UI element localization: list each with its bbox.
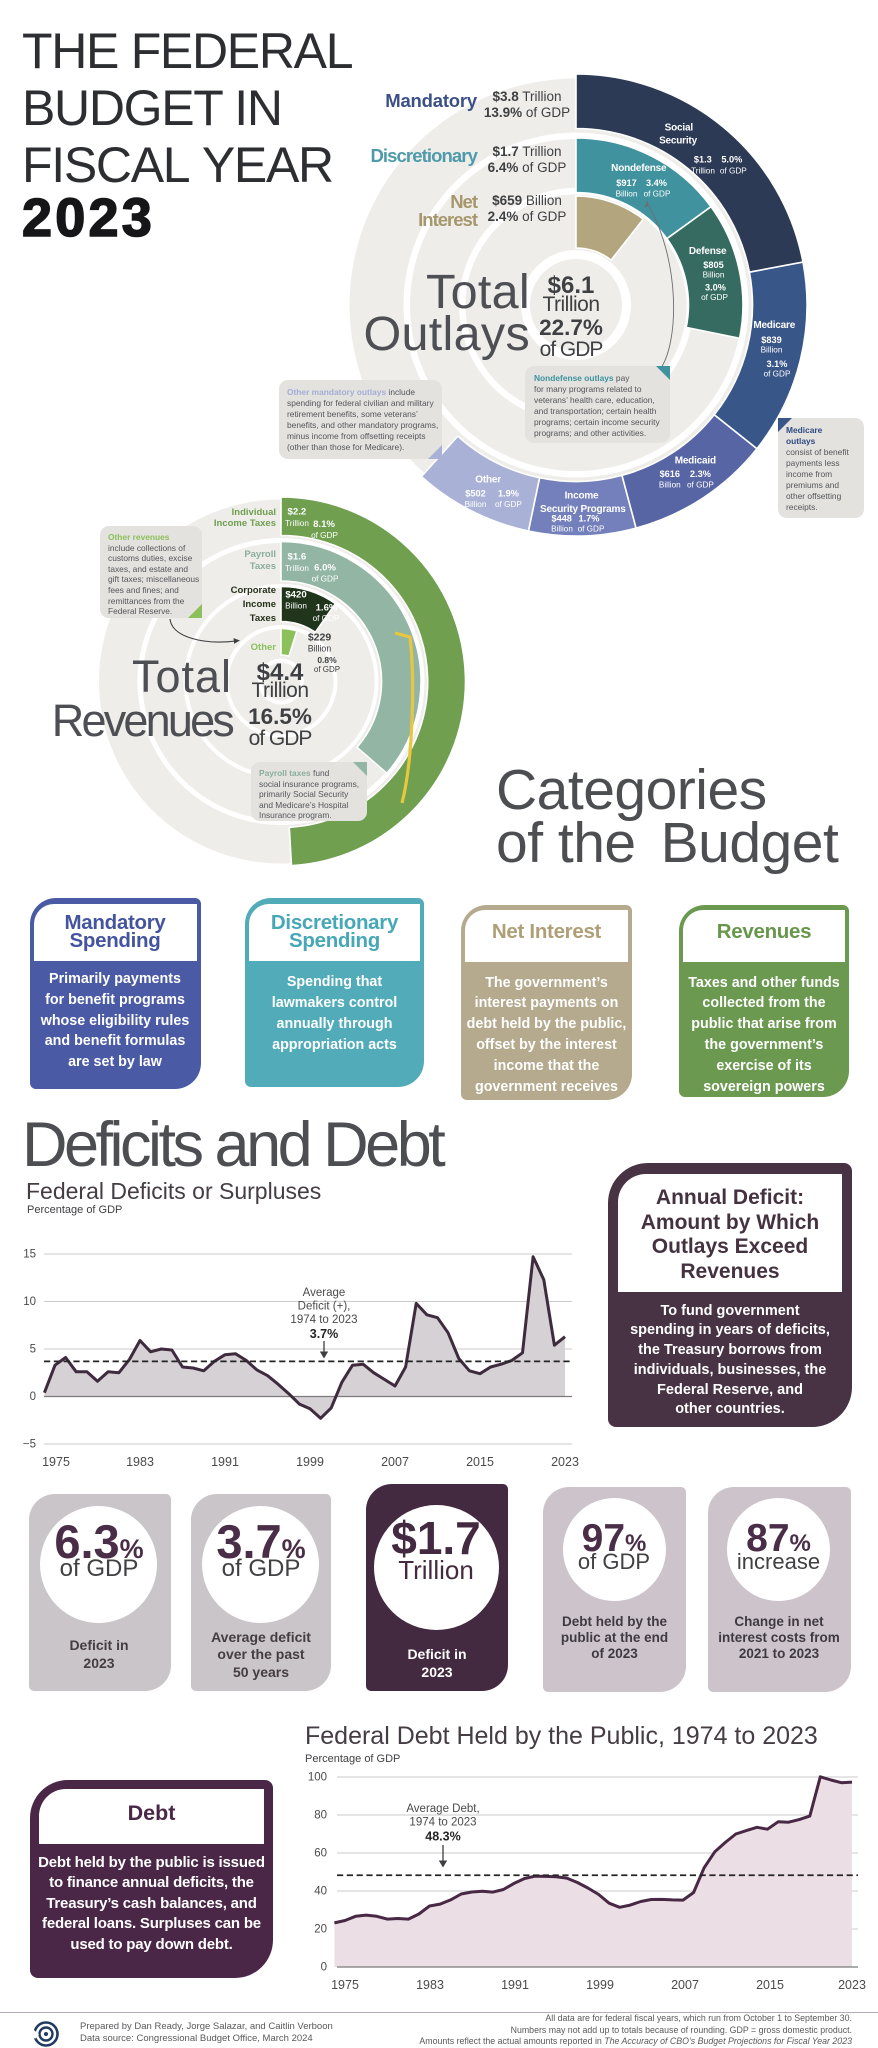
svg-text:1999: 1999 xyxy=(296,1455,324,1469)
svg-text:$839: $839 xyxy=(761,335,781,345)
svg-text:1983: 1983 xyxy=(416,1978,444,1992)
svg-text:Other: Other xyxy=(475,475,501,486)
svg-text:Trillion: Trillion xyxy=(285,564,309,573)
svg-text:1991: 1991 xyxy=(501,1978,529,1992)
svg-text:Security Programs: Security Programs xyxy=(540,504,626,515)
svg-text:Billion: Billion xyxy=(703,271,725,280)
svg-text:1.9%: 1.9% xyxy=(498,489,519,499)
svg-text:Billion: Billion xyxy=(285,602,307,611)
svg-text:60: 60 xyxy=(314,1848,327,1860)
svg-text:Social: Social xyxy=(665,123,694,134)
svg-text:Medicare: Medicare xyxy=(753,320,795,331)
svg-text:1974 to 2023: 1974 to 2023 xyxy=(409,1817,476,1829)
svg-text:$420: $420 xyxy=(285,590,306,601)
svg-text:of GDP: of GDP xyxy=(578,525,605,534)
svg-text:3.0%: 3.0% xyxy=(705,283,726,293)
svg-text:−5: −5 xyxy=(23,1439,36,1451)
svg-text:of GDP: of GDP xyxy=(644,190,671,199)
svg-text:1999: 1999 xyxy=(586,1978,614,1992)
svg-text:2007: 2007 xyxy=(381,1455,409,1469)
svg-text:Billion: Billion xyxy=(551,525,573,534)
svg-text:$229: $229 xyxy=(308,632,332,644)
svg-text:6.0%: 6.0% xyxy=(314,563,336,574)
svg-text:of GDP: of GDP xyxy=(720,166,747,175)
svg-text:1991: 1991 xyxy=(211,1455,239,1469)
svg-text:Nondefense: Nondefense xyxy=(611,163,667,174)
svg-text:0: 0 xyxy=(30,1391,36,1403)
svg-text:$917: $917 xyxy=(616,178,636,188)
svg-text:2.3%: 2.3% xyxy=(690,469,711,479)
svg-text:$1.6: $1.6 xyxy=(288,552,307,563)
svg-text:Medicaid: Medicaid xyxy=(675,455,716,466)
svg-text:of GDP: of GDP xyxy=(764,370,791,379)
svg-text:Trillion: Trillion xyxy=(691,166,715,175)
svg-text:Billion: Billion xyxy=(616,190,638,199)
svg-text:1975: 1975 xyxy=(331,1978,359,1992)
svg-text:1975: 1975 xyxy=(42,1455,70,1469)
svg-text:Trillion: Trillion xyxy=(285,519,309,528)
svg-text:Billion: Billion xyxy=(465,500,487,509)
svg-text:of GDP: of GDP xyxy=(495,500,522,509)
svg-text:3.4%: 3.4% xyxy=(646,178,667,188)
svg-text:Average: Average xyxy=(303,1287,346,1299)
svg-text:48.3%: 48.3% xyxy=(425,1830,460,1844)
svg-text:1.7%: 1.7% xyxy=(579,514,600,524)
svg-text:of GDP: of GDP xyxy=(312,575,339,584)
svg-text:$448: $448 xyxy=(551,514,571,524)
svg-text:of GDP: of GDP xyxy=(313,614,340,623)
svg-text:Income: Income xyxy=(565,490,599,501)
svg-text:1983: 1983 xyxy=(126,1455,154,1469)
svg-text:Billion: Billion xyxy=(308,644,332,654)
svg-text:$2.2: $2.2 xyxy=(288,507,307,518)
svg-text:3.1%: 3.1% xyxy=(767,359,788,369)
svg-text:5: 5 xyxy=(30,1344,36,1356)
svg-text:1.6%: 1.6% xyxy=(316,603,338,614)
svg-text:Billion: Billion xyxy=(659,481,681,490)
svg-text:100: 100 xyxy=(308,1772,327,1784)
svg-text:of GDP: of GDP xyxy=(311,531,338,540)
svg-text:2023: 2023 xyxy=(551,1455,579,1469)
svg-text:2007: 2007 xyxy=(671,1978,699,1992)
svg-text:10: 10 xyxy=(23,1296,36,1308)
svg-text:2023: 2023 xyxy=(838,1978,866,1992)
svg-text:Defense: Defense xyxy=(689,246,727,257)
svg-text:of GDP: of GDP xyxy=(687,481,714,490)
svg-text:Security: Security xyxy=(659,136,698,147)
svg-text:of GDP: of GDP xyxy=(701,293,728,302)
svg-text:5.0%: 5.0% xyxy=(721,155,742,165)
svg-text:Average Debt,: Average Debt, xyxy=(406,1803,479,1815)
svg-text:$502: $502 xyxy=(465,489,485,499)
svg-text:3.7%: 3.7% xyxy=(310,1327,339,1341)
svg-text:$805: $805 xyxy=(703,260,723,270)
svg-text:80: 80 xyxy=(314,1810,327,1822)
svg-text:$616: $616 xyxy=(660,469,680,479)
svg-text:2015: 2015 xyxy=(466,1455,494,1469)
svg-text:$1.3: $1.3 xyxy=(694,155,712,165)
svg-text:15: 15 xyxy=(23,1249,36,1261)
svg-text:of GDP: of GDP xyxy=(314,665,340,674)
svg-text:8.1%: 8.1% xyxy=(313,519,335,530)
svg-text:1974 to 2023: 1974 to 2023 xyxy=(290,1314,357,1326)
svg-text:40: 40 xyxy=(314,1886,327,1898)
svg-text:0: 0 xyxy=(321,1962,327,1974)
svg-text:Deficit (+),: Deficit (+), xyxy=(298,1301,351,1313)
svg-text:Billion: Billion xyxy=(761,346,783,355)
svg-text:0.8%: 0.8% xyxy=(317,655,337,665)
svg-text:20: 20 xyxy=(314,1924,327,1936)
svg-text:2015: 2015 xyxy=(756,1978,784,1992)
